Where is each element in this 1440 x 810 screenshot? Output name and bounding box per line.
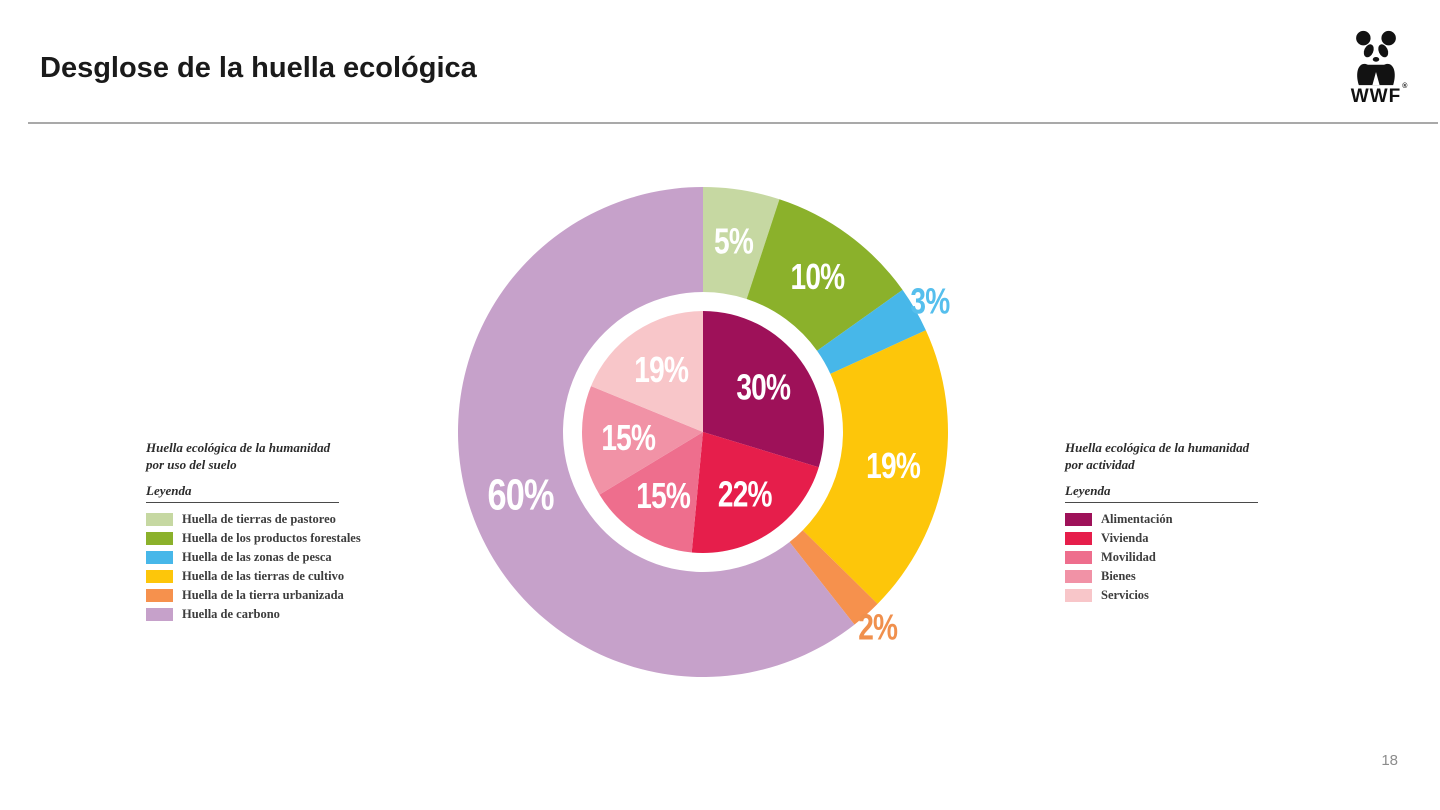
legend-swatch	[146, 588, 173, 602]
slice-label: 10%	[791, 257, 845, 297]
legend-item-label: Huella de las zonas de pesca	[182, 549, 332, 564]
legend-item-label: Movilidad	[1101, 549, 1156, 564]
legend-caption: Leyenda	[1065, 482, 1111, 498]
legend-swatch	[146, 607, 173, 621]
pie-slice	[591, 311, 703, 432]
pie-slice	[691, 432, 819, 553]
pie-slice	[817, 289, 926, 374]
panda-icon	[1356, 30, 1396, 86]
pie-slice	[746, 199, 903, 351]
pie-slice	[789, 530, 878, 625]
legend-swatch	[1065, 588, 1092, 602]
pie-slice	[457, 187, 855, 677]
legend-item-label: Vivienda	[1101, 530, 1149, 545]
legend-swatch	[1065, 550, 1092, 564]
legend-activity: Huella ecológica de la humanidad por act…	[1065, 440, 1277, 605]
pie-slice	[703, 187, 780, 299]
legend-caption: Leyenda	[146, 482, 192, 498]
legend-item: Huella de carbono	[146, 605, 358, 624]
pie-slice	[802, 330, 948, 604]
legend-swatch	[146, 512, 173, 526]
slice-label: 15%	[636, 475, 690, 515]
legend-swatch	[1065, 569, 1092, 583]
legend-divider	[146, 501, 339, 503]
legend-title-line1: Huella ecológica de la humanidad	[146, 440, 331, 455]
legend-item-label: Alimentación	[1101, 511, 1173, 526]
wwf-registered-mark: ®	[1402, 83, 1409, 90]
legend-item-label: Bienes	[1101, 568, 1136, 583]
header-divider	[28, 122, 1438, 124]
wwf-text: WWF	[1350, 86, 1402, 107]
legend-land-use: Huella ecológica de la humanidad por uso…	[146, 440, 361, 624]
legend-item: Movilidad	[1065, 548, 1277, 567]
legend-item-label: Huella de carbono	[182, 606, 280, 621]
pie-slice	[582, 386, 703, 495]
legend-item-label: Huella de la tierra urbanizada	[182, 587, 344, 602]
legend-item: Alimentación	[1065, 510, 1277, 529]
legend-item: Servicios	[1065, 586, 1277, 605]
legend-item-label: Huella de los productos forestales	[182, 530, 361, 545]
legend-title-line1: Huella ecológica de la humanidad	[1065, 440, 1250, 455]
legend-swatch	[1065, 531, 1092, 545]
slice-label: 15%	[601, 418, 655, 458]
slice-label: 19%	[634, 350, 688, 390]
legend-item: Huella de las zonas de pesca	[146, 548, 358, 567]
legend-swatch	[146, 550, 173, 564]
legend-title: Huella ecológica de la humanidad por uso…	[146, 440, 358, 474]
slice-label: 22%	[718, 474, 772, 514]
pie-slice	[599, 432, 703, 553]
legend-item: Bienes	[1065, 567, 1277, 586]
legend-title-line2: por actividad	[1065, 456, 1135, 472]
legend-item-label: Huella de las tierras de cultivo	[182, 568, 345, 583]
legend-title-line2: por uso del suelo	[146, 456, 237, 472]
legend-item: Huella de los productos forestales	[146, 529, 361, 548]
slice-label: 3%	[910, 281, 949, 321]
pie-slice	[703, 311, 824, 468]
page-number: 18	[1381, 752, 1398, 769]
legend-divider	[1065, 501, 1258, 503]
slice-label: 5%	[714, 221, 753, 261]
legend-swatch	[146, 569, 173, 583]
legend-item-label: Huella de tierras de pastoreo	[182, 511, 336, 526]
slice-label: 2%	[858, 607, 897, 647]
page-title: Desglose de la huella ecológica	[40, 52, 477, 84]
legend-item: Vivienda	[1065, 529, 1277, 548]
legend-swatch	[1065, 512, 1092, 526]
slice-label: 30%	[736, 367, 790, 407]
legend-item: Huella de la tierra urbanizada	[146, 586, 358, 605]
legend-items: Huella de tierras de pastoreo Huella de l…	[146, 510, 361, 624]
wwf-wordmark: WWF ®	[1344, 83, 1408, 107]
legend-item: Huella de las tierras de cultivo	[146, 567, 358, 586]
legend-items: Alimentación Vivienda Movilidad Bienes Servi…	[1065, 510, 1277, 605]
legend-title: Huella ecológica de la humanidad por act…	[1065, 440, 1277, 474]
legend-item-label: Servicios	[1101, 587, 1149, 602]
wwf-logo: WWF ®	[1344, 30, 1408, 106]
slice-label: 60%	[487, 471, 554, 520]
donut-chart: 5% 10% 3% 19% 2% 60% 30% 22% 15% 15% 19%	[457, 187, 950, 677]
slice-label: 19%	[866, 445, 920, 485]
legend-swatch	[146, 531, 173, 545]
legend-item: Huella de tierras de pastoreo	[146, 510, 358, 529]
